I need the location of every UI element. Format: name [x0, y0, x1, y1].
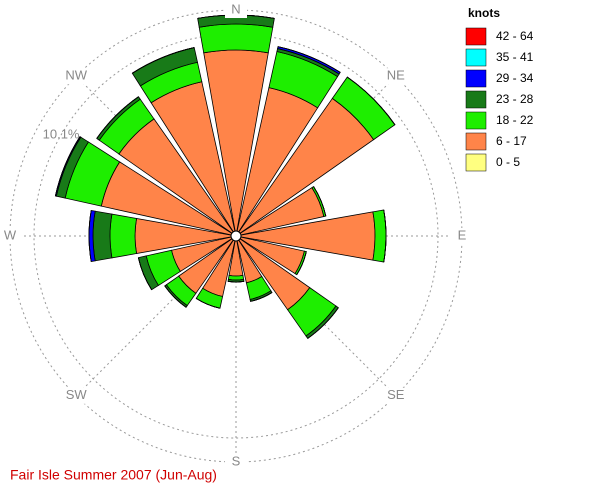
legend-swatch [465, 27, 487, 46]
legend-swatch [465, 111, 487, 130]
dir-label-bg [384, 387, 407, 404]
direction-label: SE [387, 387, 405, 402]
rose-segment [92, 210, 113, 262]
legend-label: 29 - 34 [496, 71, 534, 85]
legend-label: 6 - 17 [496, 134, 527, 148]
legend-swatch [465, 69, 487, 88]
calm-center [230, 230, 242, 242]
dir-label-bg [451, 228, 473, 244]
r-tick-label: 10.1% [43, 126, 80, 141]
legend-swatch [465, 153, 487, 172]
dir-label-bg [384, 68, 407, 85]
rose-segment [54, 136, 81, 197]
direction-label: S [232, 453, 241, 468]
dir-label-bg [65, 68, 88, 85]
legend-swatch [465, 132, 487, 151]
legend-label: 42 - 64 [496, 29, 534, 43]
direction-label: SW [66, 387, 88, 402]
dir-label-bg [0, 228, 21, 244]
legend-swatch [465, 90, 487, 109]
legend-label: 35 - 41 [496, 50, 534, 64]
rose-segment [164, 285, 187, 308]
direction-label: E [458, 227, 467, 242]
direction-label: NW [65, 68, 87, 83]
dir-label-bg [65, 387, 88, 404]
dir-label-bg [225, 454, 247, 470]
rose-segment [277, 46, 341, 73]
direction-label: NE [387, 68, 405, 83]
legend-label: 18 - 22 [496, 113, 534, 127]
legend-swatch [465, 48, 487, 67]
chart-title: Fair Isle Summer 2007 (Jun-Aug) [10, 467, 217, 483]
rose-segment [197, 14, 275, 19]
rose-segment [196, 298, 221, 309]
rose-segment [198, 23, 274, 54]
rose-segment [96, 96, 139, 139]
dir-label-bg [225, 2, 247, 18]
rose-segment [109, 213, 137, 259]
direction-label: N [231, 1, 240, 16]
direction-label: W [4, 227, 17, 242]
legend-title: knots [468, 6, 500, 20]
rose-segment [372, 209, 387, 263]
rose-segment [383, 209, 387, 263]
legend-label: 0 - 5 [496, 155, 520, 169]
rose-segment [88, 210, 92, 262]
legend-label: 23 - 28 [496, 92, 534, 106]
rose-segment [347, 76, 396, 125]
rose-segment [132, 47, 195, 74]
